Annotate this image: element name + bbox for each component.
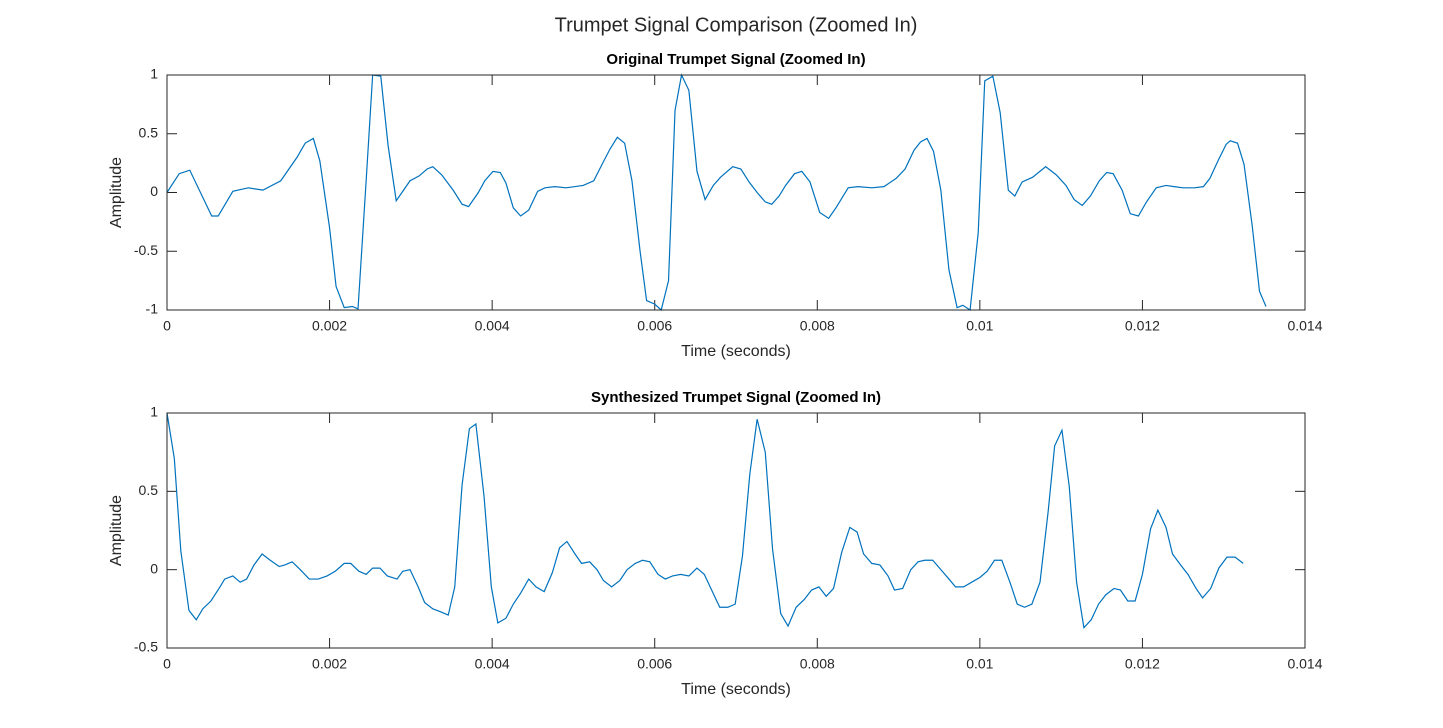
x-axis-label: Time (seconds) xyxy=(681,343,791,360)
x-tick-label: 0.004 xyxy=(475,318,510,334)
y-axis-label: Amplitude xyxy=(108,495,125,566)
axes-background xyxy=(167,413,1305,648)
x-axis-label: Time (seconds) xyxy=(681,681,791,698)
y-tick-label: 0.5 xyxy=(139,124,159,140)
y-tick-label: -0.5 xyxy=(134,639,158,655)
x-tick-label: 0.006 xyxy=(637,656,672,672)
x-tick-label: 0.014 xyxy=(1287,318,1322,334)
x-tick-label: 0.014 xyxy=(1287,656,1322,672)
axes-box xyxy=(166,74,1306,311)
signal-line xyxy=(166,412,1244,629)
x-tick-label: 0.002 xyxy=(312,656,347,672)
axes-title: Synthesized Trumpet Signal (Zoomed In) xyxy=(591,389,881,406)
x-tick-label: 0.012 xyxy=(1125,318,1160,334)
y-axis-label: Amplitude xyxy=(108,157,125,228)
x-tick-label: 0.008 xyxy=(800,318,835,334)
figure-title: Trumpet Signal Comparison (Zoomed In) xyxy=(555,14,918,36)
x-tick-label: 0.006 xyxy=(637,318,672,334)
y-tick-label: 0.5 xyxy=(139,482,159,498)
x-tick-label: 0 xyxy=(163,318,171,334)
axes-title: Original Trumpet Signal (Zoomed In) xyxy=(606,51,865,68)
y-tick-label: 1 xyxy=(150,404,158,420)
x-tick-label: 0.012 xyxy=(1125,656,1160,672)
y-tick-label: -0.5 xyxy=(134,242,158,258)
x-tick-label: 0.008 xyxy=(800,656,835,672)
y-tick-label: -1 xyxy=(146,301,159,317)
y-tick-label: 0 xyxy=(150,560,158,576)
x-tick-label: 0 xyxy=(163,656,171,672)
x-tick-label: 0.01 xyxy=(966,656,993,672)
axes-box xyxy=(166,412,1306,649)
signal-line xyxy=(166,73,1267,312)
y-tick-label: 0 xyxy=(150,183,158,199)
x-tick-label: 0.004 xyxy=(475,656,510,672)
x-tick-label: 0.002 xyxy=(312,318,347,334)
x-tick-label: 0.01 xyxy=(966,318,993,334)
y-tick-label: 1 xyxy=(150,66,158,82)
axes-background xyxy=(167,75,1305,310)
